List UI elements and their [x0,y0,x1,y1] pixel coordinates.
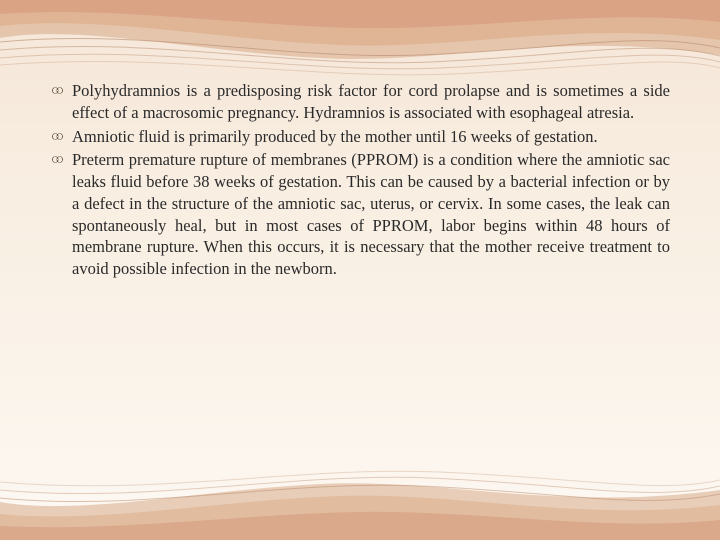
bullet-item: Preterm premature rupture of membranes (… [50,149,670,280]
bullet-list: Polyhydramnios is a predisposing risk fa… [50,80,670,280]
bullet-item: Amniotic fluid is primarily produced by … [50,126,670,148]
slide-container: Polyhydramnios is a predisposing risk fa… [0,0,720,540]
slide-content: Polyhydramnios is a predisposing risk fa… [50,80,670,282]
decorative-wave-bottom [0,450,720,540]
bullet-item: Polyhydramnios is a predisposing risk fa… [50,80,670,124]
